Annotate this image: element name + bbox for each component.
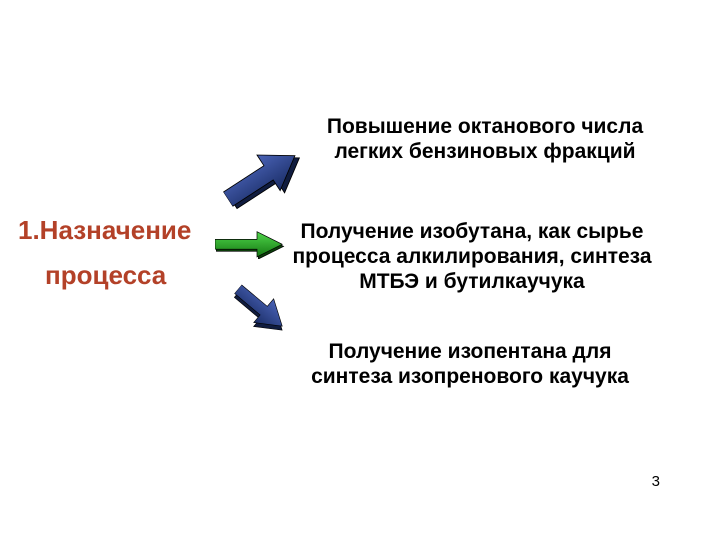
arrow-up-icon bbox=[211, 127, 318, 228]
heading-line-1: 1.Назначение bbox=[18, 215, 191, 246]
branch-text-2: Получение изобутана, как сырье процесса … bbox=[272, 220, 672, 294]
branch-text-1: Повышение октанового числа легких бензин… bbox=[310, 115, 660, 165]
branch-text-3: Получение изопентана для синтеза изопрен… bbox=[290, 340, 650, 390]
page-number: 3 bbox=[652, 473, 660, 490]
heading-line-2: процесса bbox=[45, 260, 166, 291]
